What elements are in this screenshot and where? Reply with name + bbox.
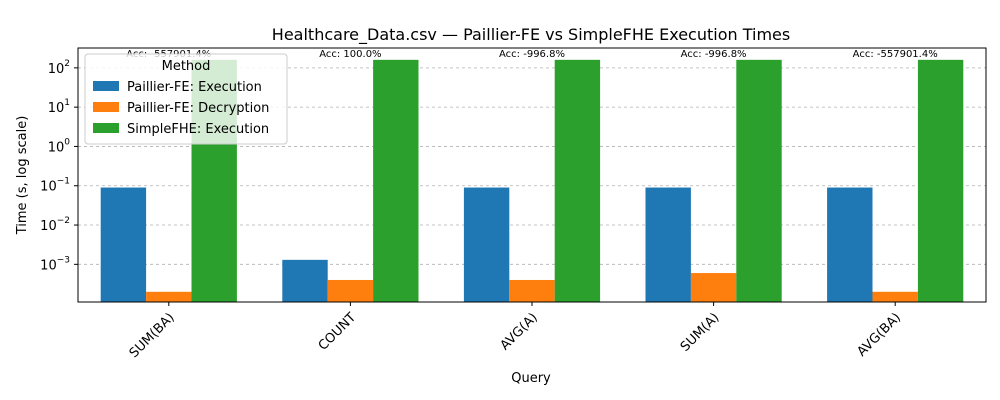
bar [463,187,510,302]
y-tick-label: 102 [48,59,70,77]
bar [736,59,782,302]
y-tick-base: 10 [40,219,57,234]
bar [100,187,147,302]
legend-swatch [93,102,119,112]
y-tick-base: 10 [40,258,57,273]
bar [872,291,918,302]
legend-box [84,53,288,145]
bar [146,291,192,302]
bar [645,187,691,302]
y-tick-base: 10 [40,180,57,195]
accuracy-annotation: Acc: -996.8% [681,49,747,60]
legend-item-label: Paillier-FE: Decryption [127,101,269,116]
bar [690,273,737,302]
bar [373,59,419,302]
chart-title: Healthcare_Data.csv — Paillier-FE vs Sim… [272,25,790,45]
bar [827,187,873,302]
legend-item-label: Paillier-FE: Execution [127,80,262,95]
y-tick-exponent: 0 [64,137,70,147]
y-tick-exponent: −2 [57,216,70,226]
y-axis-label: Time (s, log scale) [15,116,30,236]
bar [282,259,328,302]
accuracy-annotation: Acc: -557901.4% [853,49,938,60]
y-tick-base: 10 [48,62,65,77]
accuracy-annotation: Acc: -996.8% [499,49,565,60]
y-tick-label: 10−1 [40,177,70,195]
y-tick-label: 10−3 [40,255,70,273]
legend: Method Paillier-FE: Execution Paillier-FE:… [84,53,288,145]
y-tick-exponent: −1 [57,177,70,187]
y-tick-exponent: 1 [64,98,70,108]
y-tick-base: 10 [48,140,65,155]
bar [509,279,555,302]
bar [917,59,964,302]
y-tick-base: 10 [48,101,65,116]
legend-swatch [93,123,119,133]
y-tick-label: 101 [48,98,70,116]
legend-title: Method [162,59,211,74]
x-axis-label: Query [511,371,551,386]
y-tick-exponent: 2 [64,59,70,69]
y-tick-exponent: −3 [57,255,70,265]
y-tick-label: 100 [48,137,71,155]
accuracy-annotation: Acc: 100.0% [319,49,381,60]
y-tick-label: 10−2 [40,216,70,234]
bar [327,279,374,302]
legend-item-label: SimpleFHE: Execution [127,122,269,137]
bar [554,59,601,302]
legend-swatch [93,81,119,91]
